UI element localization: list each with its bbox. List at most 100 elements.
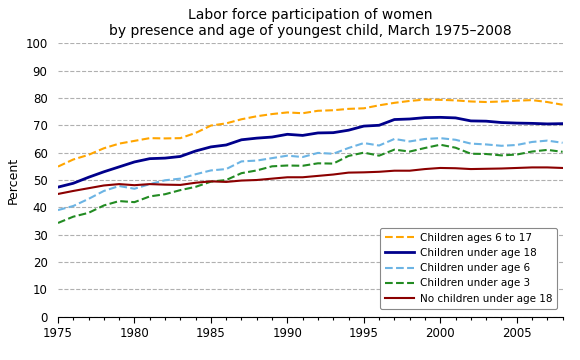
Children under age 18	[223, 143, 230, 147]
Children ages 6 to 17	[192, 131, 199, 135]
Children under age 6	[299, 155, 306, 159]
No children under age 18	[162, 183, 169, 187]
Children under age 18	[162, 156, 169, 160]
Children under age 6	[100, 189, 107, 193]
Line: Children under age 3: Children under age 3	[58, 145, 563, 223]
No children under age 18	[314, 174, 321, 178]
Children under age 3	[314, 161, 321, 166]
Children ages 6 to 17	[314, 109, 321, 113]
Children under age 3	[269, 164, 276, 168]
Children under age 18	[391, 117, 398, 122]
Children under age 18	[360, 124, 367, 128]
No children under age 18	[360, 170, 367, 175]
Line: No children under age 18: No children under age 18	[58, 167, 563, 194]
Children under age 6	[146, 182, 153, 186]
Children under age 18	[314, 131, 321, 135]
No children under age 18	[498, 166, 505, 171]
Children under age 18	[192, 149, 199, 153]
No children under age 18	[376, 170, 383, 174]
Children under age 3	[223, 178, 230, 182]
Children under age 6	[559, 141, 566, 145]
Children under age 18	[376, 123, 383, 127]
Children ages 6 to 17	[253, 114, 260, 118]
Children under age 6	[70, 204, 77, 208]
No children under age 18	[391, 168, 398, 173]
No children under age 18	[513, 166, 520, 170]
No children under age 18	[330, 172, 337, 177]
Children under age 6	[345, 146, 352, 150]
Children ages 6 to 17	[85, 153, 92, 157]
Children under age 3	[406, 149, 413, 154]
No children under age 18	[208, 179, 215, 184]
Children under age 3	[360, 150, 367, 155]
Children under age 18	[70, 181, 77, 185]
No children under age 18	[437, 166, 444, 170]
Children under age 6	[544, 139, 551, 143]
Children under age 18	[253, 136, 260, 140]
Children under age 18	[100, 170, 107, 174]
Children under age 6	[269, 156, 276, 160]
Children ages 6 to 17	[467, 99, 474, 104]
Children under age 18	[406, 117, 413, 121]
Children under age 6	[528, 140, 535, 144]
No children under age 18	[422, 167, 429, 171]
Children ages 6 to 17	[208, 123, 215, 128]
Children under age 3	[192, 185, 199, 189]
Children under age 6	[208, 168, 215, 172]
Children ages 6 to 17	[299, 111, 306, 116]
Children under age 6	[330, 152, 337, 156]
No children under age 18	[284, 175, 291, 179]
Children under age 6	[115, 184, 122, 188]
No children under age 18	[177, 183, 184, 187]
Children under age 18	[498, 120, 505, 125]
No children under age 18	[559, 166, 566, 170]
Children ages 6 to 17	[115, 141, 122, 146]
Children under age 3	[437, 143, 444, 147]
Children ages 6 to 17	[238, 117, 245, 121]
Children under age 18	[422, 116, 429, 120]
Children under age 3	[467, 152, 474, 156]
Children under age 3	[544, 148, 551, 152]
Children under age 6	[498, 144, 505, 148]
Children under age 18	[513, 121, 520, 125]
Children under age 6	[467, 141, 474, 146]
Children under age 3	[422, 146, 429, 150]
Line: Children ages 6 to 17: Children ages 6 to 17	[58, 100, 563, 167]
Children ages 6 to 17	[177, 136, 184, 140]
No children under age 18	[345, 170, 352, 175]
Children under age 3	[85, 211, 92, 215]
Children under age 6	[238, 159, 245, 163]
No children under age 18	[467, 167, 474, 171]
Children under age 18	[467, 119, 474, 123]
Children ages 6 to 17	[146, 136, 153, 140]
Y-axis label: Percent: Percent	[7, 157, 20, 203]
Children ages 6 to 17	[284, 110, 291, 114]
No children under age 18	[528, 165, 535, 170]
Children ages 6 to 17	[330, 108, 337, 112]
No children under age 18	[115, 182, 122, 186]
Children under age 6	[192, 172, 199, 176]
Children under age 6	[284, 153, 291, 158]
Children under age 18	[131, 160, 138, 164]
Children under age 18	[55, 185, 61, 189]
Children under age 18	[85, 175, 92, 179]
Children ages 6 to 17	[559, 103, 566, 107]
Children under age 3	[452, 145, 459, 150]
No children under age 18	[100, 183, 107, 188]
Children under age 6	[314, 151, 321, 155]
Children under age 3	[238, 171, 245, 175]
Children under age 3	[70, 215, 77, 219]
Children under age 3	[208, 180, 215, 184]
Children under age 3	[55, 221, 61, 225]
Children ages 6 to 17	[100, 146, 107, 150]
No children under age 18	[131, 183, 138, 187]
Children under age 6	[452, 138, 459, 142]
Children under age 3	[559, 150, 566, 154]
No children under age 18	[253, 178, 260, 182]
Children under age 3	[330, 161, 337, 166]
No children under age 18	[483, 167, 490, 171]
Children under age 18	[437, 115, 444, 120]
Children ages 6 to 17	[162, 136, 169, 140]
Children under age 3	[376, 153, 383, 158]
Line: Children under age 18: Children under age 18	[58, 117, 563, 187]
